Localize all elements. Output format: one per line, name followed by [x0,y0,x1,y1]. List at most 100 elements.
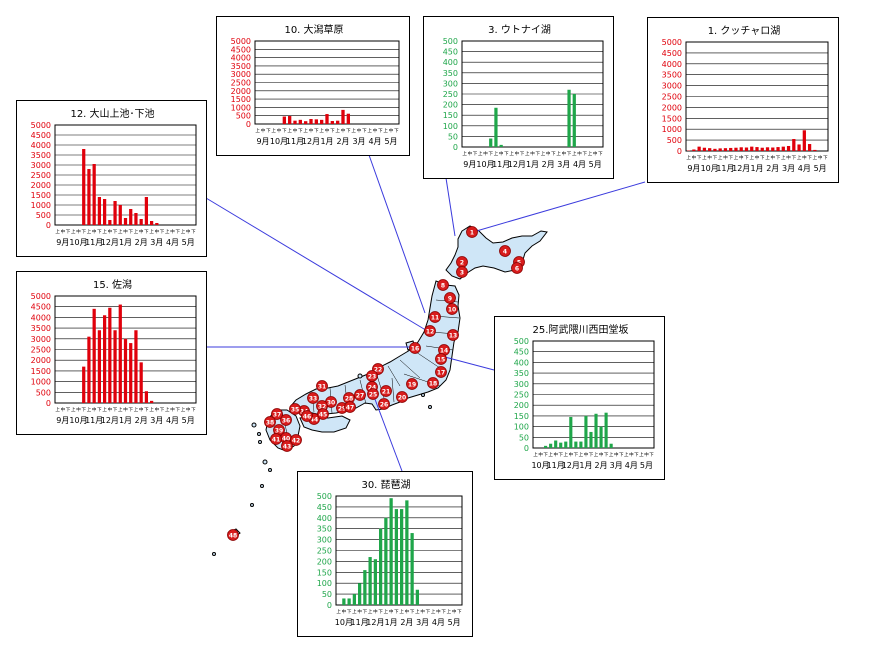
month-label: 11月 [85,416,103,425]
month-label: 3月 [150,416,163,425]
month-label: 5月 [182,238,195,247]
site-marker[interactable]: 16 [409,342,421,354]
period-tick-label: 中 [277,127,282,134]
site-marker[interactable]: 38 [264,416,276,428]
y-tick-label: 50 [322,590,332,599]
chart-title: 1. クッチャロ湖 [708,25,781,37]
period-tick-label: 上 [149,228,154,235]
bar [108,220,112,225]
site-marker[interactable]: 17 [435,366,447,378]
bar [776,147,780,151]
bar [734,147,738,151]
site-marker[interactable]: 48 [227,529,239,541]
bar [139,219,143,225]
site-marker[interactable]: 6 [511,262,523,274]
site-marker[interactable]: 46 [301,410,313,422]
month-label: 12月 [732,164,750,173]
month-label: 4月 [798,164,811,173]
y-tick-label: 500 [317,492,332,501]
chart-title: 12. 大山上池･下池 [70,107,154,120]
bar [113,330,117,403]
period-tick-label: 下 [347,609,352,615]
month-label: 2月 [766,164,779,173]
bar [108,307,112,403]
site-marker[interactable]: 2 [456,256,468,268]
period-tick-label: 上 [624,451,629,458]
site-marker[interactable]: 43 [281,440,293,452]
site-marker[interactable]: 1 [466,226,478,238]
month-label: 2月 [400,618,413,627]
site-marker[interactable]: 8 [437,279,449,291]
bar [139,362,143,403]
period-tick-label: 上 [319,127,324,134]
period-tick-label: 下 [378,128,383,134]
period-tick-label: 上 [509,150,514,157]
period-tick-label: 下 [504,151,509,157]
site-marker-label: 9 [448,295,452,302]
period-tick-label: 下 [97,407,102,413]
site-marker[interactable]: 19 [406,378,418,390]
month-label: 3月 [782,164,795,173]
site-marker[interactable]: 26 [378,398,390,410]
site-marker[interactable]: 21 [380,385,392,397]
month-label: 5月 [640,461,653,470]
period-tick-label: 上 [87,406,92,413]
month-label: 5月 [448,618,461,627]
period-tick-label: 中 [786,154,791,161]
period-tick-label: 上 [367,127,372,134]
period-tick-label: 下 [792,155,797,161]
y-tick-label: 500 [236,112,251,121]
site-marker[interactable]: 25 [367,388,379,400]
site-marker-label: 11 [431,314,439,321]
period-tick-label: 下 [744,155,749,161]
site-marker[interactable]: 37 [271,408,283,420]
chart-title: 3. ウトナイ湖 [488,24,551,36]
period-tick-label: 上 [564,451,569,458]
period-tick-label: 下 [574,452,579,458]
bar [786,145,791,151]
site-marker[interactable]: 33 [307,392,319,404]
y-tick-label: 4500 [31,131,51,140]
site-marker[interactable]: 12 [424,325,436,337]
chart-svg: 30. 琵琶湖050100150200250300350400450500上中下… [317,479,463,627]
month-label: 11月 [492,160,510,169]
site-marker[interactable]: 41 [270,433,282,445]
bar [802,130,806,151]
y-tick-label: 500 [36,388,51,397]
bar [708,148,712,151]
period-tick-label: 下 [604,452,609,458]
site-marker[interactable]: 35 [289,403,301,415]
bar [363,570,367,605]
period-tick-label: 上 [287,127,292,134]
site-marker[interactable]: 31 [316,380,328,392]
site-marker[interactable]: 36 [280,414,292,426]
site-marker[interactable]: 42 [290,434,302,446]
site-marker[interactable]: 11 [429,311,441,323]
site-marker[interactable]: 10 [446,303,458,315]
site-marker[interactable]: 15 [435,353,447,365]
month-label: 3月 [416,618,429,627]
bar [87,336,91,403]
period-tick-label: 上 [478,150,483,157]
site-marker[interactable]: 23 [366,370,378,382]
period-tick-label: 上 [494,150,499,157]
site-marker[interactable]: 4 [499,245,511,257]
site-marker[interactable]: 3 [456,266,468,278]
site-marker[interactable]: 9 [444,292,456,304]
site-marker[interactable]: 20 [396,391,408,403]
period-tick-label: 下 [589,452,594,458]
month-label: 3月 [610,461,623,470]
site-marker[interactable]: 13 [447,329,459,341]
site-marker[interactable]: 27 [354,389,366,401]
period-tick-label: 下 [298,128,303,134]
y-tick-label: 500 [667,136,682,145]
month-label: 11月 [351,618,369,627]
period-tick-label: 上 [639,451,644,458]
site-marker[interactable]: 45 [317,408,329,420]
period-tick-label: 中 [562,150,567,157]
site-marker[interactable]: 47 [344,401,356,413]
bar [102,315,107,403]
period-tick-label: 下 [551,151,556,157]
site-marker[interactable]: 18 [427,377,439,389]
